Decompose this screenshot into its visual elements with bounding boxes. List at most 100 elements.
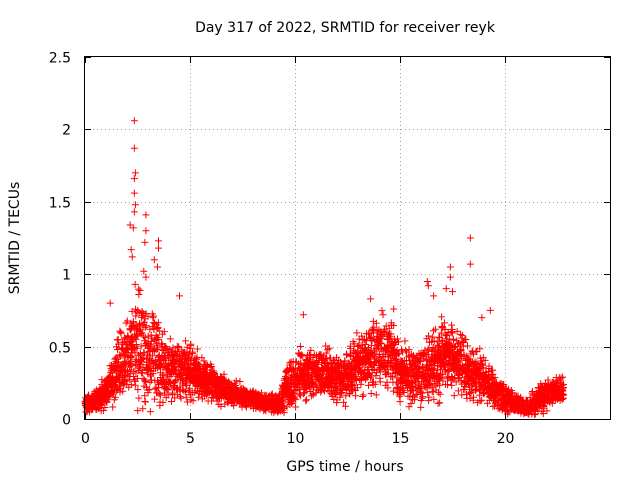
- data-point: [444, 381, 452, 389]
- data-point: [139, 405, 147, 413]
- data-point: [450, 343, 458, 351]
- data-point: [488, 366, 496, 374]
- data-point: [133, 344, 141, 352]
- data-point: [130, 175, 138, 183]
- data-point: [299, 311, 307, 319]
- data-point: [517, 393, 525, 401]
- data-point: [314, 360, 322, 368]
- data-point: [434, 399, 442, 407]
- data-point: [430, 292, 438, 300]
- data-point: [154, 319, 162, 327]
- data-point: [417, 403, 425, 411]
- data-point: [543, 407, 551, 415]
- data-point: [479, 364, 487, 372]
- data-point: [411, 396, 419, 404]
- y-axis-label: SRMTID / TECUs: [7, 182, 23, 295]
- data-point: [394, 335, 402, 343]
- data-point: [108, 372, 116, 380]
- data-point: [529, 387, 537, 395]
- data-point: [467, 388, 475, 396]
- data-point: [449, 288, 456, 296]
- data-point: [448, 381, 456, 389]
- data-point: [449, 336, 457, 344]
- gridlines: [85, 57, 610, 419]
- data-point: [123, 377, 131, 385]
- data-point: [387, 359, 395, 367]
- data-point: [131, 201, 139, 209]
- data-point: [150, 256, 158, 264]
- data-point: [127, 381, 135, 389]
- data-point: [448, 329, 456, 337]
- x-tick-label: 10: [287, 431, 305, 447]
- data-point: [439, 377, 447, 385]
- data-point: [128, 353, 136, 361]
- data-point: [191, 388, 199, 396]
- data-point: [442, 285, 450, 293]
- data-point: [457, 330, 465, 338]
- data-point: [481, 356, 489, 364]
- data-point: [408, 382, 416, 390]
- data-point: [424, 282, 432, 290]
- data-point: [230, 402, 238, 410]
- data-point: [177, 394, 185, 402]
- data-point: [453, 327, 461, 335]
- data-point: [336, 393, 344, 401]
- data-point: [383, 378, 391, 386]
- data-point: [387, 330, 395, 338]
- data-point: [142, 211, 150, 219]
- data-point: [119, 339, 127, 347]
- data-point: [299, 365, 307, 373]
- data-point: [353, 329, 361, 337]
- plot-frame: [84, 56, 611, 420]
- data-point: [164, 391, 172, 399]
- data-point: [130, 208, 138, 216]
- x-axis-label: GPS time / hours: [286, 459, 403, 475]
- data-point: [155, 244, 162, 252]
- data-point: [325, 344, 333, 352]
- data-point: [559, 373, 567, 381]
- data-point: [155, 336, 163, 344]
- data-point: [466, 260, 474, 268]
- x-tick-label: 0: [81, 431, 90, 447]
- data-point: [359, 336, 367, 344]
- data-point: [144, 332, 152, 340]
- data-point: [174, 347, 182, 355]
- data-point: [377, 367, 385, 375]
- data-point: [353, 384, 361, 392]
- data-point: [393, 374, 401, 382]
- data-point: [182, 393, 190, 401]
- data-point: [292, 396, 300, 404]
- data-point: [141, 238, 149, 246]
- data-point: [391, 339, 399, 347]
- data-point: [164, 366, 172, 374]
- data-point: [134, 407, 142, 415]
- data-point: [466, 234, 474, 242]
- data-point: [127, 246, 135, 254]
- data-point: [167, 397, 175, 405]
- data-point: [437, 329, 445, 337]
- data-point: [368, 366, 376, 374]
- y-tick-label: 2.5: [49, 51, 71, 67]
- data-point: [137, 369, 145, 377]
- data-point: [464, 342, 472, 350]
- data-point: [372, 350, 380, 358]
- data-point: [405, 346, 413, 354]
- y-tick-label: 1.5: [49, 196, 71, 212]
- data-point: [130, 189, 138, 197]
- data-point: [560, 391, 568, 399]
- data-point: [378, 307, 386, 315]
- data-point: [438, 313, 446, 321]
- data-point: [365, 329, 373, 337]
- data-point: [149, 314, 157, 322]
- data-point: [429, 374, 437, 382]
- data-point: [151, 385, 159, 393]
- data-point: [477, 357, 485, 365]
- data-point: [418, 394, 426, 402]
- data-point: [446, 263, 454, 271]
- data-point: [317, 388, 325, 396]
- data-point: [117, 329, 125, 337]
- data-point: [324, 346, 332, 354]
- data-point: [113, 355, 121, 363]
- data-point: [172, 376, 180, 384]
- y-tick-label: 1: [62, 268, 71, 284]
